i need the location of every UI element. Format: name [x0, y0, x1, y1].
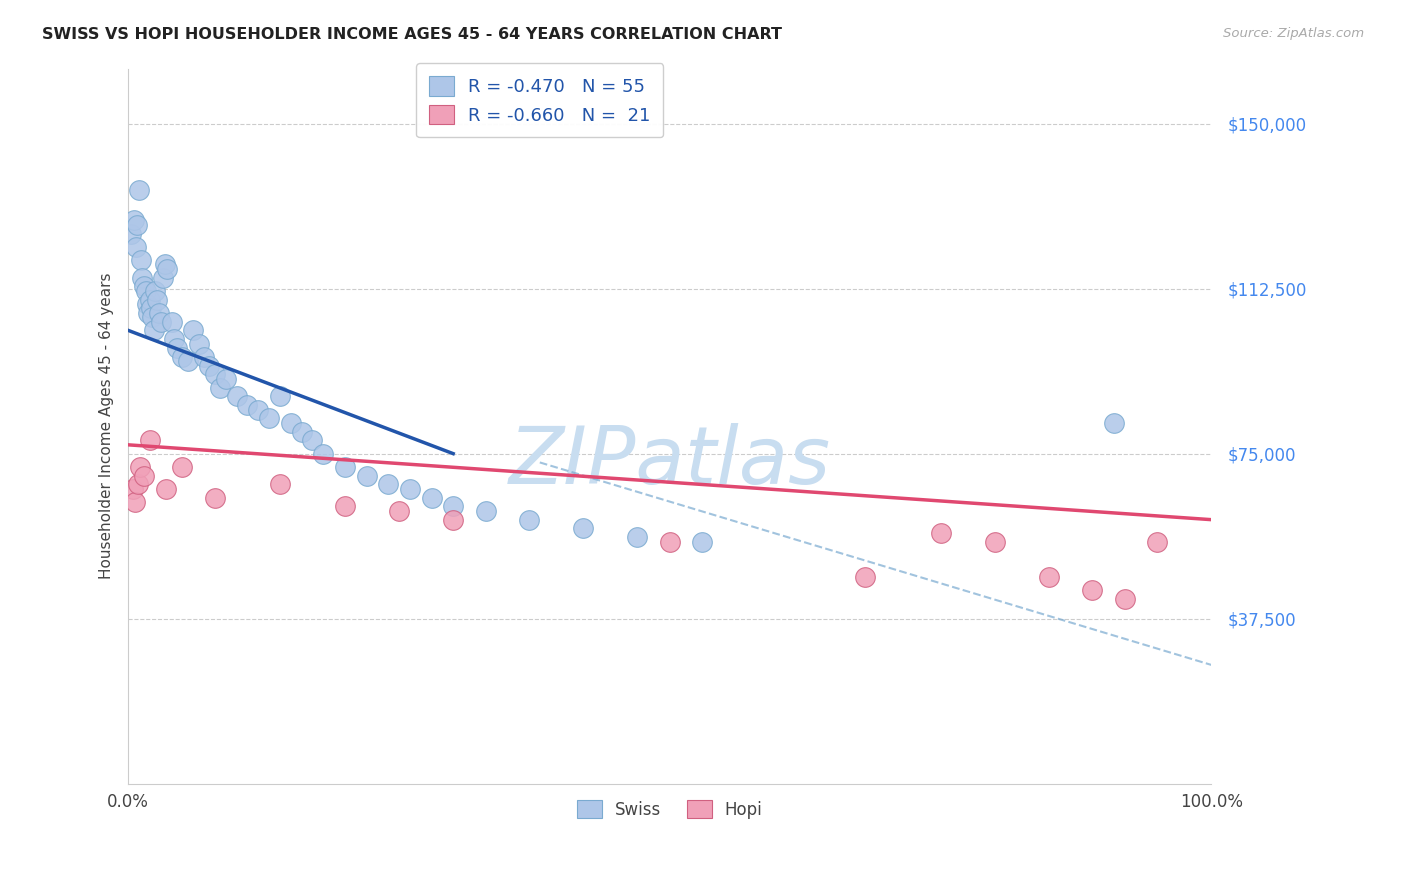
Point	[122, 213, 145, 227]
Point	[134, 279, 156, 293]
Point	[129, 252, 152, 267]
Point	[474, 504, 496, 518]
Point	[146, 293, 169, 307]
Point	[134, 468, 156, 483]
Point	[626, 530, 648, 544]
Point	[690, 534, 713, 549]
Point	[127, 477, 149, 491]
Point	[124, 495, 146, 509]
Point	[193, 350, 215, 364]
Legend: Swiss, Hopi: Swiss, Hopi	[571, 794, 769, 825]
Point	[269, 477, 291, 491]
Point	[125, 218, 148, 232]
Point	[441, 500, 464, 514]
Point	[280, 416, 302, 430]
Point	[209, 381, 232, 395]
Point	[148, 306, 170, 320]
Point	[139, 434, 162, 448]
Point	[121, 227, 143, 241]
Point	[160, 315, 183, 329]
Point	[139, 293, 162, 307]
Point	[420, 491, 443, 505]
Point	[204, 368, 226, 382]
Point	[143, 284, 166, 298]
Point	[983, 534, 1005, 549]
Point	[441, 513, 464, 527]
Point	[128, 183, 150, 197]
Point	[172, 350, 194, 364]
Point	[153, 257, 176, 271]
Point	[517, 513, 540, 527]
Point	[269, 389, 291, 403]
Point	[166, 341, 188, 355]
Point	[257, 411, 280, 425]
Point	[139, 301, 162, 316]
Point	[1081, 583, 1104, 598]
Point	[658, 534, 681, 549]
Point	[204, 491, 226, 505]
Point	[149, 315, 172, 329]
Point	[333, 459, 356, 474]
Y-axis label: Householder Income Ages 45 - 64 years: Householder Income Ages 45 - 64 years	[100, 273, 114, 580]
Text: Source: ZipAtlas.com: Source: ZipAtlas.com	[1223, 27, 1364, 40]
Point	[290, 425, 312, 439]
Point	[156, 261, 179, 276]
Point	[853, 570, 876, 584]
Point	[572, 521, 595, 535]
Point	[1146, 534, 1168, 549]
Point	[187, 336, 209, 351]
Point	[121, 482, 143, 496]
Point	[181, 323, 204, 337]
Point	[198, 359, 221, 373]
Point	[356, 468, 378, 483]
Point	[177, 354, 200, 368]
Point	[136, 306, 159, 320]
Point	[312, 447, 335, 461]
Point	[172, 459, 194, 474]
Point	[1102, 416, 1125, 430]
Point	[131, 270, 153, 285]
Point	[141, 310, 163, 325]
Text: SWISS VS HOPI HOUSEHOLDER INCOME AGES 45 - 64 YEARS CORRELATION CHART: SWISS VS HOPI HOUSEHOLDER INCOME AGES 45…	[42, 27, 782, 42]
Point	[125, 240, 148, 254]
Point	[1038, 570, 1060, 584]
Point	[1114, 591, 1136, 606]
Point	[152, 270, 174, 285]
Point	[143, 323, 166, 337]
Point	[301, 434, 323, 448]
Point	[398, 482, 420, 496]
Point	[236, 398, 259, 412]
Point	[135, 284, 157, 298]
Point	[225, 389, 247, 403]
Point	[929, 525, 952, 540]
Point	[163, 332, 186, 346]
Point	[155, 482, 177, 496]
Text: ZIPatlas: ZIPatlas	[509, 423, 831, 501]
Point	[247, 402, 270, 417]
Point	[135, 297, 157, 311]
Point	[377, 477, 399, 491]
Point	[333, 500, 356, 514]
Point	[388, 504, 411, 518]
Point	[215, 372, 238, 386]
Point	[129, 459, 152, 474]
